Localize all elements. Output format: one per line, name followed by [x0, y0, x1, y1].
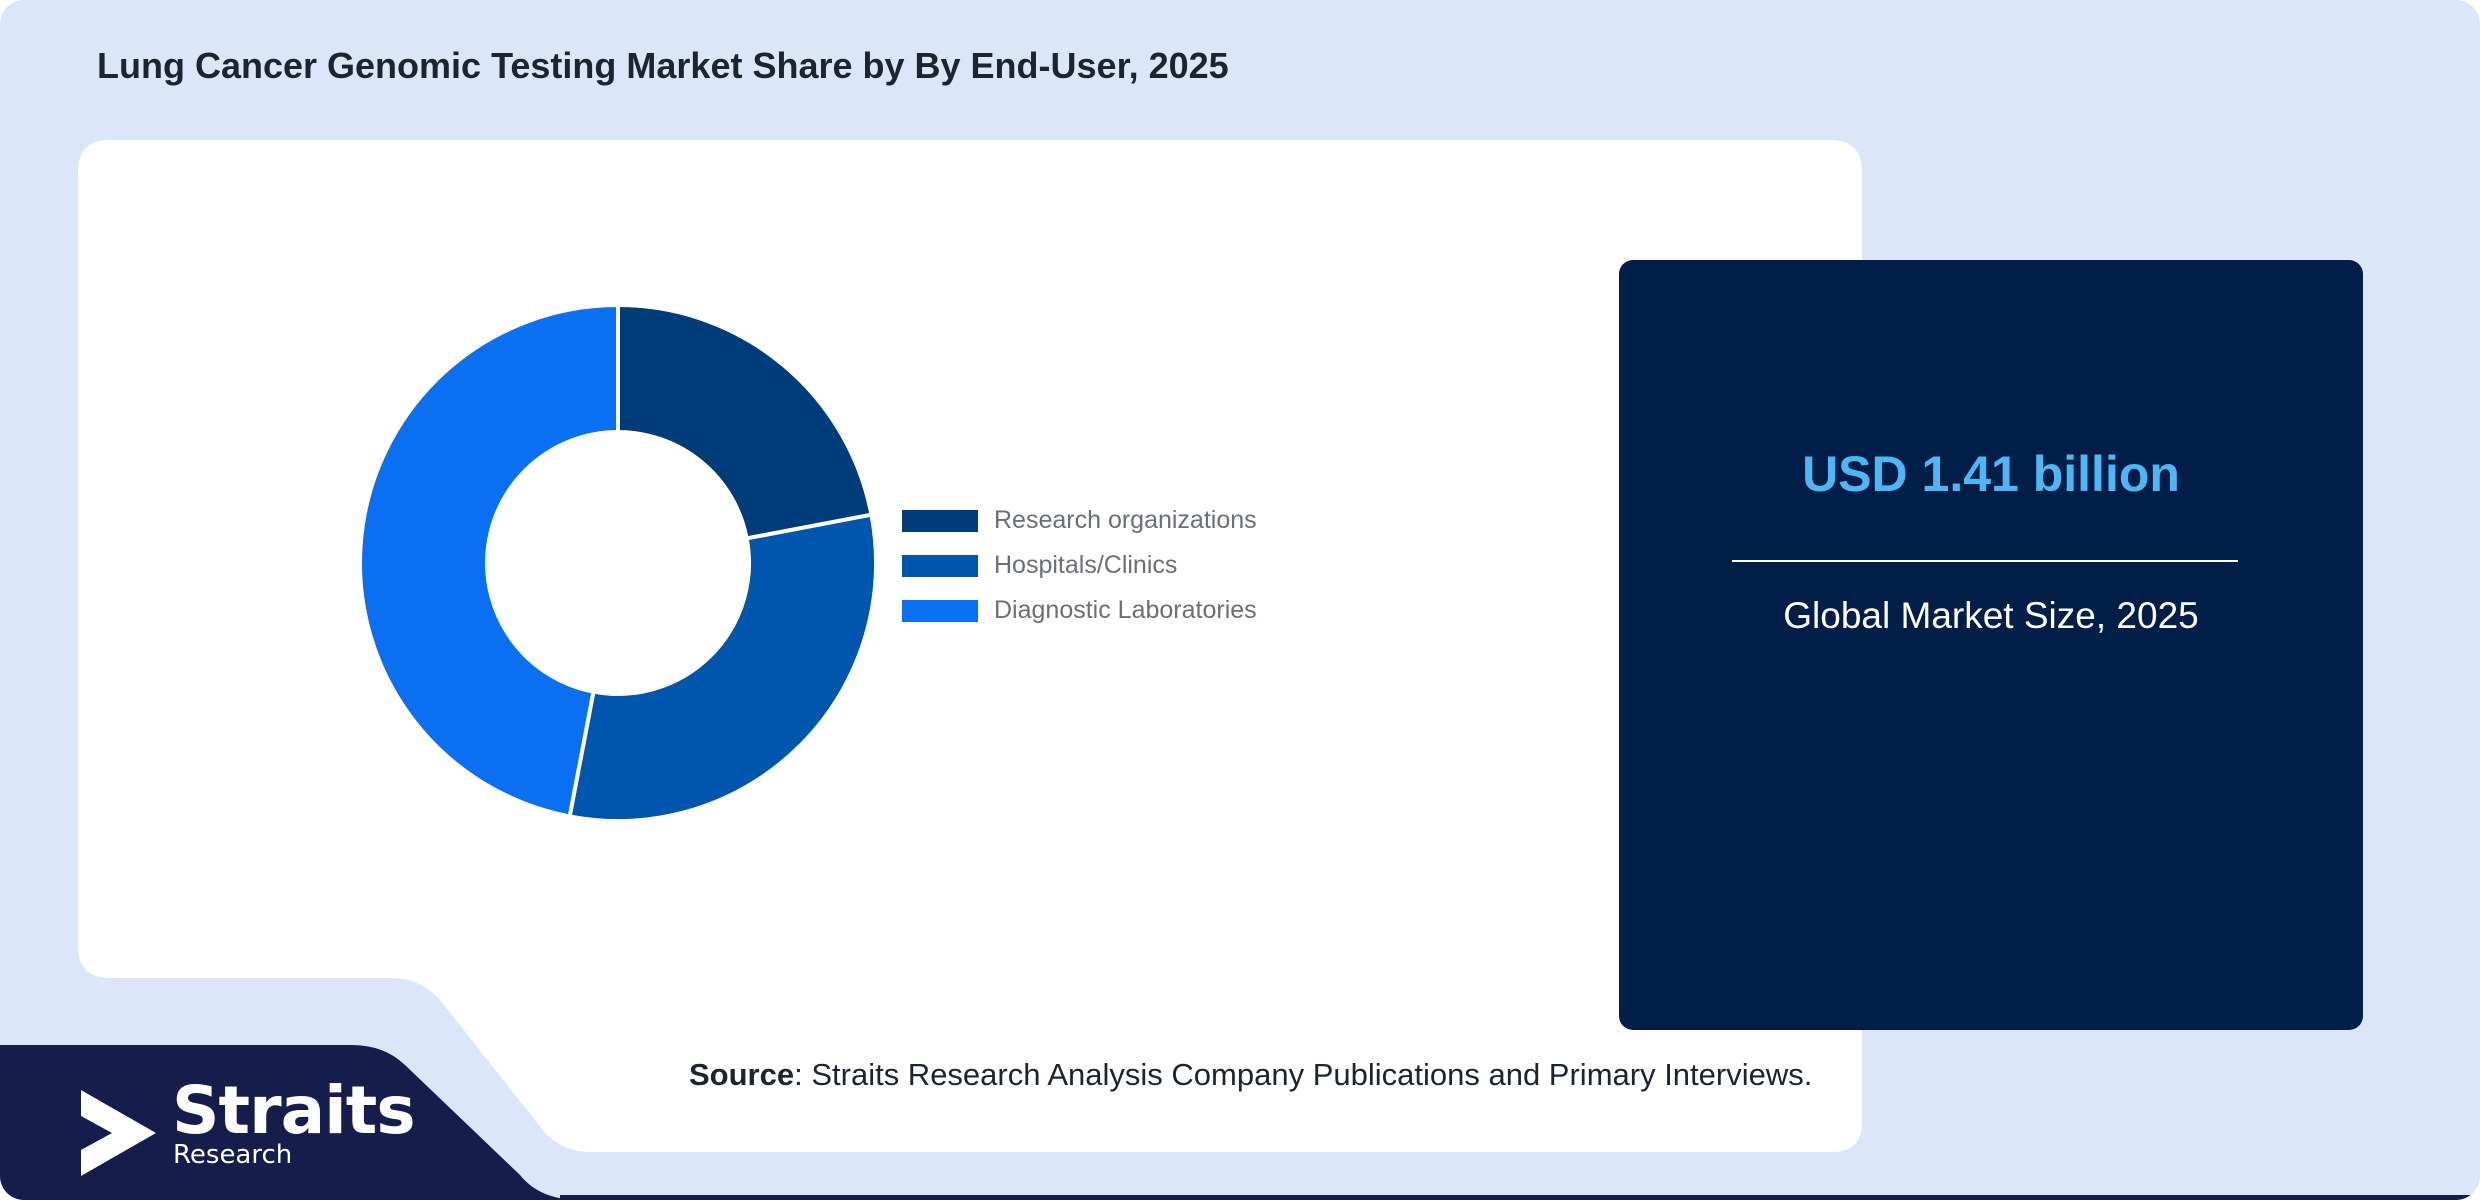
legend-label: Hospitals/Clinics	[994, 551, 1178, 579]
legend-label: Research organizations	[994, 506, 1257, 534]
chart-legend: Research organizations Hospitals/Clinics D…	[902, 498, 1257, 633]
card-divider	[1732, 560, 2238, 562]
arrow-logo-icon	[81, 1090, 156, 1176]
logo-subtitle: Research	[173, 1140, 293, 1170]
legend-label: Diagnostic Laboratories	[994, 596, 1257, 624]
market-size-value: USD 1.41 billion	[1802, 446, 2180, 502]
source-label: Source	[689, 1057, 795, 1092]
legend-item: Diagnostic Laboratories	[902, 588, 1257, 633]
page-title: Lung Cancer Genomic Testing Market Share…	[97, 45, 1229, 86]
legend-item: Research organizations	[902, 498, 1257, 543]
footer-bottom-strip	[560, 1195, 2480, 1200]
footer-band	[0, 1045, 580, 1200]
legend-swatch	[902, 509, 978, 532]
donut-slice-diagnostic-laboratories	[358, 302, 620, 819]
source-text: : Straits Research Analysis Company Publ…	[794, 1057, 1813, 1092]
logo-wordmark: Straits	[172, 1072, 416, 1149]
legend-swatch	[902, 554, 978, 577]
market-size-card: USD 1.41 billion Global Market Size, 202…	[1619, 260, 2363, 1030]
legend-item: Hospitals/Clinics	[902, 543, 1257, 588]
legend-swatch	[902, 599, 978, 622]
market-size-label: Global Market Size, 2025	[1783, 595, 2199, 636]
source-note: Source: Straits Research Analysis Compan…	[689, 1057, 1812, 1093]
straits-logo: Straits Research	[78, 1072, 416, 1178]
donut-slice-research-organizations	[616, 302, 874, 541]
donut-slice-hospitals-clinics	[567, 512, 878, 823]
